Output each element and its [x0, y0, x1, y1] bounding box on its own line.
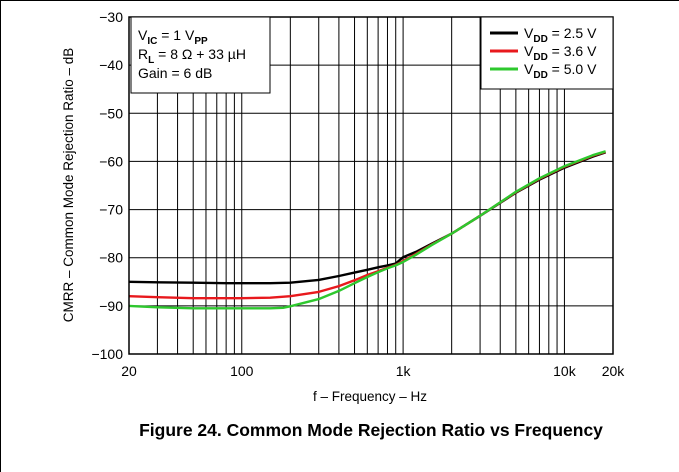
- page-frame-left: [0, 0, 1, 472]
- x-tick-label-1: 100: [230, 363, 254, 379]
- x-tick-label-3: 10k: [553, 363, 577, 379]
- series-lines: [128, 150, 606, 310]
- y-tick-label-3: −60: [99, 153, 123, 169]
- y-tick-label-5: −80: [99, 250, 123, 266]
- y-tick-labels: −30 −40 −50 −60 −70 −80 −90 −100: [91, 9, 123, 362]
- x-axis-title: f – Frequency – Hz: [313, 389, 427, 404]
- x-tick-label-4: 20k: [602, 363, 626, 379]
- y-tick-label-0: −30: [99, 9, 123, 25]
- y-tick-label-1: −40: [99, 57, 123, 73]
- series-line-2: [128, 150, 606, 310]
- x-tick-labels: 20 100 1k 10k 20k: [121, 363, 625, 379]
- condition-line-2: Gain = 6 dB: [138, 65, 212, 81]
- legend-label-1: VDD = 3.6 V: [524, 43, 597, 63]
- y-tick-label-7: −100: [91, 346, 123, 362]
- x-tick-label-0: 20: [121, 363, 137, 379]
- legend-label-2: VDD = 5.0 V: [524, 61, 597, 81]
- x-tick-label-2: 1k: [396, 363, 412, 379]
- figure-caption: Figure 24. Common Mode Rejection Ratio v…: [139, 420, 603, 440]
- condition-line-0: VIC = 1 VPP: [138, 27, 208, 47]
- legend-frame: [480, 16, 614, 90]
- y-tick-label-2: −50: [99, 105, 123, 121]
- conditions-box-frame: [130, 16, 271, 94]
- condition-line-1: RL = 8 Ω + 33 µH: [138, 46, 246, 66]
- y-tick-label-4: −70: [99, 202, 123, 218]
- y-axis-title: CMRR – Common Mode Rejection Ratio – dB: [61, 48, 76, 323]
- plot-border: [128, 16, 614, 355]
- y-tick-label-6: −90: [99, 298, 123, 314]
- legend-label-0: VDD = 2.5 V: [524, 25, 597, 45]
- page-frame-top: [0, 0, 679, 1]
